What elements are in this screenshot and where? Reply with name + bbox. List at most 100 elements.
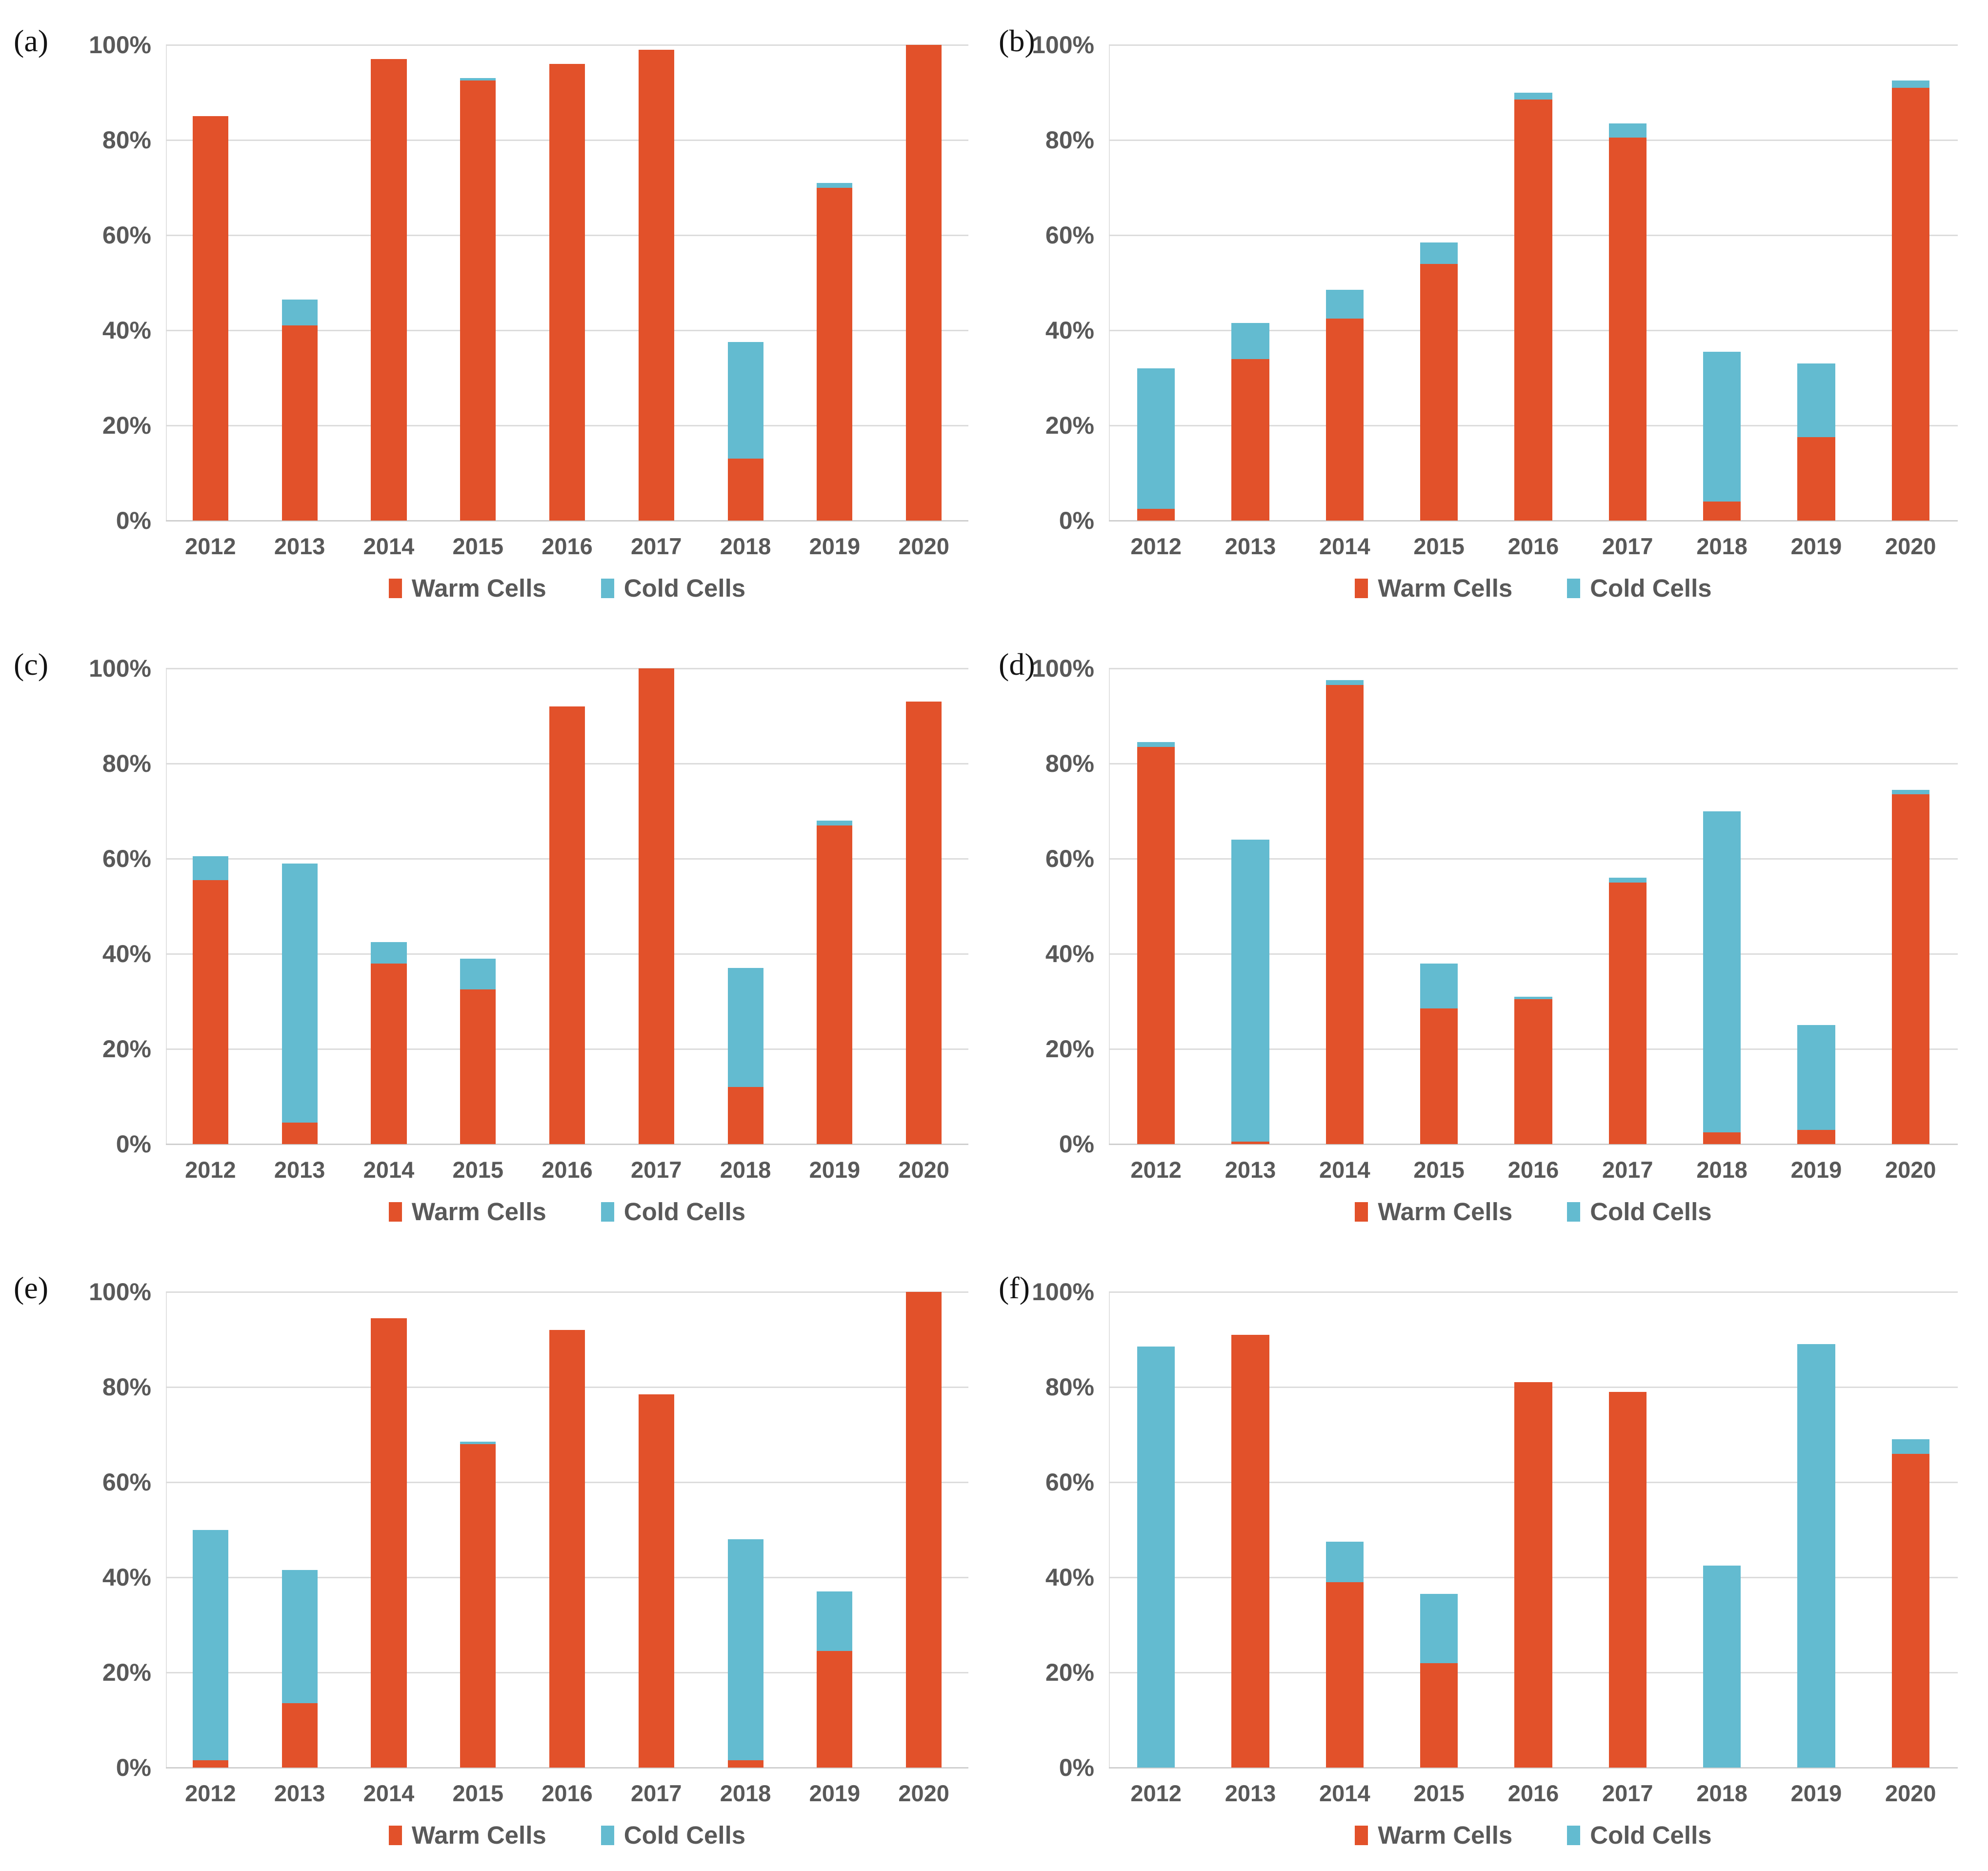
x-tick-label-2012: 2012 — [185, 533, 236, 559]
x-tick-label-2013: 2013 — [274, 1780, 325, 1806]
bar-group-2012 — [166, 668, 255, 1144]
y-axis: 100% 80% 60% 40% 20% 0% — [1001, 33, 1109, 533]
bar-segment-warm-2012 — [1137, 508, 1175, 521]
bar-segment-warm-2016 — [1514, 100, 1552, 521]
plot-area — [1109, 1291, 1958, 1769]
y-tick-label: 20% — [1045, 412, 1094, 439]
bar-segment-warm-2015 — [1420, 263, 1458, 521]
bar-group-2019 — [1769, 1292, 1863, 1768]
bar-group-2012 — [1109, 45, 1203, 521]
legend-label-warm: Warm Cells — [411, 1198, 546, 1226]
cold-cells-swatch-icon — [601, 578, 614, 598]
y-axis-line — [1109, 668, 1110, 1144]
x-tick-label-2018: 2018 — [1696, 533, 1747, 559]
y-tick-label: 100% — [89, 1278, 151, 1306]
gridline — [166, 667, 968, 669]
bar-group-2019 — [790, 45, 879, 521]
bar-group-2019 — [1769, 668, 1863, 1144]
y-axis: 100% 80% 60% 40% 20% 0% — [1001, 656, 1109, 1156]
y-axis: 100% 80% 60% 40% 20% 0% — [1001, 1280, 1109, 1780]
bar-group-2013 — [1203, 668, 1297, 1144]
x-tick-label-2013: 2013 — [274, 1157, 325, 1183]
bar-segment-warm-2017 — [1608, 1391, 1647, 1768]
panel-label: (e) — [14, 1270, 49, 1305]
bar-segment-cold-2017 — [1608, 123, 1647, 138]
legend-label-cold: Cold Cells — [623, 1821, 746, 1849]
y-tick-label: 40% — [1045, 317, 1094, 344]
bar-segment-cold-2015 — [1420, 1594, 1458, 1663]
bar-group-2017 — [612, 668, 701, 1144]
x-tick-label-2019: 2019 — [1790, 533, 1842, 559]
bar-segment-warm-2018 — [1703, 502, 1741, 521]
x-tick-label-2020: 2020 — [898, 1780, 949, 1806]
bar-segment-cold-2019 — [1797, 363, 1835, 438]
bar-segment-warm-2015 — [460, 80, 496, 521]
bar-segment-cold-2014 — [1325, 1541, 1364, 1582]
x-tick-label-2019: 2019 — [1790, 1780, 1842, 1806]
panel-label: (b) — [999, 23, 1035, 58]
legend: Warm Cells Cold Cells — [1109, 576, 1958, 601]
x-tick-label-2012: 2012 — [185, 1157, 236, 1183]
x-tick-label-2015: 2015 — [1413, 533, 1465, 559]
x-tick-label-2014: 2014 — [363, 1157, 415, 1183]
x-tick-label-2018: 2018 — [720, 1780, 771, 1806]
bar-group-2013 — [1203, 1292, 1297, 1768]
legend-item-warm: Warm Cells — [388, 576, 546, 601]
bar-segment-warm-2012 — [1137, 746, 1175, 1144]
y-tick-label: 0% — [1059, 1754, 1094, 1781]
x-tick-label-2014: 2014 — [363, 533, 415, 559]
legend-item-warm: Warm Cells — [1355, 1199, 1512, 1224]
legend: Warm Cells Cold Cells — [166, 1823, 968, 1848]
legend-label-cold: Cold Cells — [1590, 1198, 1712, 1226]
bar-group-2018 — [1675, 45, 1769, 521]
x-tick-label-2014: 2014 — [1319, 1780, 1370, 1806]
bar-segment-cold-2015 — [1420, 242, 1458, 264]
bar-segment-cold-2019 — [817, 1591, 853, 1651]
bar-segment-cold-2016 — [1514, 996, 1552, 999]
y-tick-label: 0% — [116, 507, 151, 534]
bar-segment-cold-2012 — [192, 1529, 228, 1761]
gridline — [1109, 1143, 1958, 1145]
bar-segment-cold-2015 — [460, 958, 496, 990]
y-axis: 100% 80% 60% 40% 20% 0% — [34, 1280, 166, 1780]
bar-group-2017 — [1581, 45, 1675, 521]
x-tick-label-2019: 2019 — [809, 1780, 861, 1806]
bar-group-2019 — [790, 1292, 879, 1768]
bar-segment-warm-2017 — [1608, 882, 1647, 1144]
y-tick-label: 80% — [102, 1373, 151, 1401]
bar-segment-warm-2016 — [549, 706, 585, 1144]
y-tick-label: 20% — [102, 1035, 151, 1063]
panel-label: (c) — [14, 647, 49, 682]
bar-group-2020 — [879, 1292, 968, 1768]
x-tick-label-2018: 2018 — [720, 533, 771, 559]
x-tick-label-2017: 2017 — [631, 1780, 682, 1806]
panel-label: (a) — [14, 23, 49, 58]
legend-item-cold: Cold Cells — [601, 576, 745, 601]
legend: Warm Cells Cold Cells — [166, 1199, 968, 1224]
bar-segment-warm-2016 — [549, 1330, 585, 1768]
bars-layer — [166, 1292, 968, 1768]
bar-segment-cold-2019 — [817, 821, 853, 825]
x-axis: 2012 2013 2014 2015 2016 2017 2018 2019 2020 — [166, 1780, 968, 1807]
bar-group-2013 — [255, 45, 344, 521]
bar-group-2012 — [166, 1292, 255, 1768]
legend-label-warm: Warm Cells — [1378, 1821, 1513, 1849]
x-tick-label-2014: 2014 — [1319, 533, 1370, 559]
bar-segment-cold-2020 — [1891, 1439, 1929, 1454]
bar-group-2016 — [1486, 1292, 1580, 1768]
legend-item-warm: Warm Cells — [1355, 1823, 1512, 1848]
x-tick-label-2016: 2016 — [1507, 1157, 1559, 1183]
chart-area: 100% 80% 60% 40% 20% 0% — [1001, 1280, 1958, 1780]
x-axis: 2012 2013 2014 2015 2016 2017 2018 2019 2020 — [166, 1156, 968, 1183]
bar-group-2016 — [522, 668, 612, 1144]
gridline — [166, 1767, 968, 1769]
bar-segment-warm-2019 — [817, 825, 853, 1144]
legend-label-warm: Warm Cells — [411, 1821, 546, 1849]
x-tick-label-2015: 2015 — [452, 533, 504, 559]
bar-segment-cold-2012 — [1137, 1347, 1175, 1768]
warm-cells-swatch-icon — [1355, 1825, 1368, 1845]
warm-cells-swatch-icon — [388, 578, 402, 598]
legend-label-cold: Cold Cells — [1590, 1821, 1712, 1849]
bar-segment-warm-2013 — [1231, 359, 1269, 521]
bar-group-2016 — [522, 45, 612, 521]
